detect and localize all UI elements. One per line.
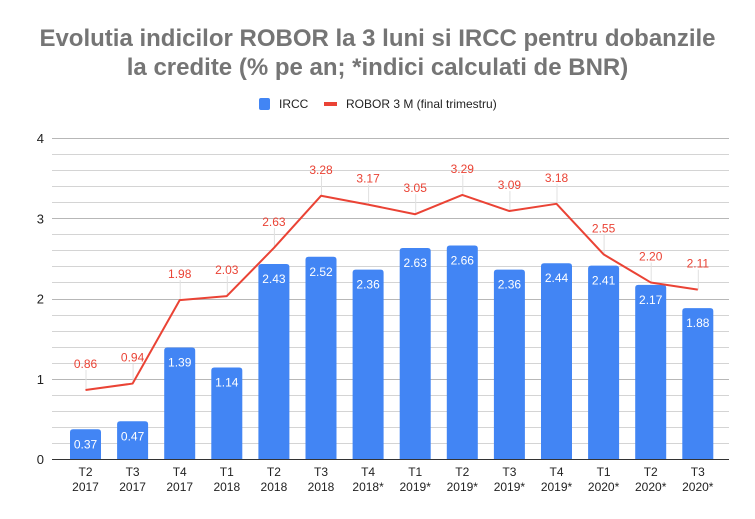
- x-tick-label-year: 2019*: [447, 480, 479, 494]
- x-tick-label-quarter: T1: [220, 465, 234, 479]
- x-tick-label-quarter: T2: [78, 465, 92, 479]
- ircc-bar[interactable]: [588, 265, 620, 459]
- x-tick-label-year: 2018*: [352, 480, 384, 494]
- x-tick-label-year: 2017: [166, 480, 193, 494]
- ircc-bar[interactable]: [493, 269, 525, 459]
- x-tick-label-quarter: T1: [408, 465, 422, 479]
- x-tick-label-year: 2017: [119, 480, 146, 494]
- ircc-bar[interactable]: [70, 429, 101, 459]
- robor-point-label: 2.11: [687, 257, 710, 271]
- y-tick-label: 3: [37, 211, 44, 226]
- ircc-bar[interactable]: [164, 347, 196, 459]
- x-tick-label-quarter: T1: [597, 465, 611, 479]
- x-tick-label-quarter: T3: [126, 465, 140, 479]
- y-tick-label: 4: [37, 131, 44, 146]
- robor-point-label: 3.09: [498, 178, 522, 192]
- y-tick-label: 1: [37, 372, 44, 387]
- robor-labels: 0.86 0.94 1.98 2.03 2.63 3.28 3.17 3.05 3.29 3.09…: [74, 162, 710, 371]
- legend-line-swatch-icon: [324, 102, 337, 106]
- robor-point-label: 2.03: [215, 263, 239, 277]
- ircc-bar[interactable]: [117, 421, 149, 459]
- robor-line: [85, 193, 698, 391]
- chart-title-line-1: Evolutia indicilor ROBOR la 3 luni si IR…: [39, 25, 716, 52]
- x-tick-label-year: 2019*: [541, 480, 573, 494]
- x-tick-label-year: 2020*: [682, 480, 714, 494]
- x-tick-label-quarter: T4: [549, 465, 563, 479]
- line-label-leaders: [85, 174, 699, 390]
- ircc-bar-label: 2.52: [309, 265, 333, 279]
- x-axis-labels: T22017T32017T42017T12018T22018T32018T420…: [72, 465, 714, 494]
- x-tick-label-quarter: T3: [691, 465, 705, 479]
- ircc-bar-label: 0.47: [121, 429, 145, 443]
- robor-point-label: 0.94: [121, 351, 145, 365]
- robor-point-label: 2.55: [592, 221, 616, 235]
- x-tick-label-year: 2020*: [588, 480, 620, 494]
- y-tick-label: 0: [37, 452, 44, 467]
- x-tick-label-year: 2018: [213, 480, 240, 494]
- chart-title-line-2: la credite (% pe an; *indici calculati d…: [126, 54, 629, 81]
- robor-point-label: 2.20: [639, 249, 663, 263]
- ircc-bar-label: 1.14: [215, 376, 239, 390]
- x-tick-label-year: 2019*: [400, 480, 432, 494]
- robor-point-label: 2.63: [262, 215, 286, 229]
- ircc-bar-label: 2.36: [498, 278, 522, 292]
- ircc-bar-label: 2.44: [545, 271, 569, 285]
- ircc-bar[interactable]: [305, 256, 337, 459]
- x-tick-label-year: 2019*: [494, 480, 526, 494]
- legend-label-robor: ROBOR 3 M (final trimestru): [346, 97, 497, 111]
- ircc-bar-label: 2.63: [404, 256, 428, 270]
- ircc-bar-label: 2.41: [592, 274, 616, 288]
- x-tick-label-quarter: T3: [502, 465, 516, 479]
- ircc-bar[interactable]: [399, 247, 431, 459]
- ircc-bar-label: 1.39: [168, 355, 192, 369]
- ircc-bar-label: 2.36: [356, 278, 380, 292]
- x-tick-label-quarter: T2: [644, 465, 658, 479]
- ircc-bar-label: 1.88: [686, 316, 710, 330]
- chart-legend: IRCC ROBOR 3 M (final trimestru): [0, 97, 755, 117]
- x-tick-label-quarter: T3: [314, 465, 328, 479]
- robor-point-label: 3.29: [451, 162, 475, 176]
- x-tick-label-quarter: T2: [455, 465, 469, 479]
- ircc-bar-label: 2.43: [262, 272, 286, 286]
- legend-item-robor[interactable]: ROBOR 3 M (final trimestru): [324, 97, 497, 111]
- x-tick-label-year: 2018: [261, 480, 288, 494]
- ircc-bars: 0.37 0.47 1.39 1.14 2.43 2.52 2.36 2.63 2.66 2.36…: [70, 245, 714, 459]
- legend-item-ircc[interactable]: IRCC: [259, 97, 308, 111]
- ircc-bar[interactable]: [211, 367, 243, 459]
- ircc-bar-label: 2.66: [451, 254, 475, 268]
- ircc-bar[interactable]: [635, 284, 667, 459]
- x-tick-label-year: 2020*: [635, 480, 667, 494]
- y-tick-label: 2: [37, 292, 44, 307]
- robor-point-label: 3.17: [356, 172, 380, 186]
- ircc-bar[interactable]: [258, 263, 290, 459]
- chart-title: Evolutia indicilor ROBOR la 3 luni si IR…: [0, 24, 755, 82]
- legend-bar-swatch-icon: [259, 98, 270, 110]
- robor-line-path[interactable]: [85, 193, 698, 391]
- ircc-bar[interactable]: [446, 245, 478, 459]
- x-tick-label-quarter: T2: [267, 465, 281, 479]
- legend-label-ircc: IRCC: [279, 97, 309, 111]
- ircc-bar-label: 2.17: [639, 293, 663, 307]
- gridlines: [52, 138, 729, 444]
- ircc-bar[interactable]: [352, 269, 384, 459]
- x-tick-label-quarter: T4: [361, 465, 375, 479]
- ircc-bar[interactable]: [541, 263, 572, 459]
- ircc-bar[interactable]: [682, 308, 714, 459]
- y-axis-ticks: 0 1 2 3 4: [37, 131, 44, 467]
- ircc-bar-label: 0.37: [74, 437, 98, 451]
- robor-point-label: 1.98: [168, 267, 192, 281]
- x-tick-label-year: 2017: [72, 480, 99, 494]
- x-tick-label-year: 2018: [308, 480, 335, 494]
- robor-point-label: 0.86: [74, 357, 98, 371]
- robor-point-label: 3.28: [309, 163, 333, 177]
- x-tick-label-quarter: T4: [173, 465, 187, 479]
- robor-point-label: 3.05: [404, 181, 428, 195]
- robor-point-label: 3.18: [545, 171, 569, 185]
